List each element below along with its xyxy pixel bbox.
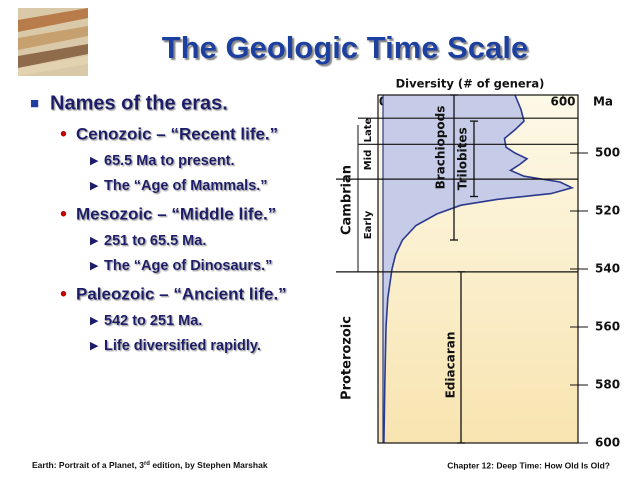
sub-text: Life diversified rapidly. xyxy=(104,338,261,354)
y-tick-label: 600 xyxy=(595,436,620,450)
bullet-text: Names of the eras. xyxy=(50,92,228,114)
y-tick-label: 580 xyxy=(595,378,620,392)
range-label: Trilobites xyxy=(456,127,470,190)
sub-text: The “Age of Dinosaurs.” xyxy=(104,258,272,274)
bullet: • xyxy=(60,123,67,145)
sub-bullet: ▶ xyxy=(90,180,99,192)
sub-text: 542 to 251 Ma. xyxy=(104,313,202,329)
bullet: • xyxy=(60,203,67,225)
period-label: Cambrian xyxy=(340,165,355,235)
slide-title: The Geologic Time Scale xyxy=(162,30,528,65)
era-text: Cenozoic – “Recent life.” xyxy=(76,124,278,143)
y-tick-label: 520 xyxy=(595,204,620,218)
footer-text: edition, by Stephen Marshak xyxy=(150,460,268,470)
era-text: Paleozoic – “Ancient life.” xyxy=(76,284,287,303)
range-label: Brachiopods xyxy=(434,106,448,190)
sub-bullet: ▶ xyxy=(90,155,99,167)
sub-bullet: ▶ xyxy=(90,260,99,272)
axis-label: Ma xyxy=(593,95,613,109)
sub-text: The “Age of Mammals.” xyxy=(104,178,268,194)
sub-bullet: ▶ xyxy=(90,340,99,352)
sub-text: 251 to 65.5 Ma. xyxy=(104,233,206,249)
era-text: Mesozoic – “Middle life.” xyxy=(76,204,276,223)
footer-sup: rd xyxy=(144,461,150,467)
diversity-area xyxy=(383,95,572,443)
footer-left: Earth: Portrait of a Planet, 3rd edition… xyxy=(32,460,268,470)
period-label: Late xyxy=(363,117,374,142)
bullet: • xyxy=(60,283,67,305)
axis-title: Diversity (# of genera) xyxy=(396,77,545,91)
plot-frame xyxy=(377,94,579,444)
footer-text: Earth: Portrait of a Planet, 3 xyxy=(32,460,144,470)
sub-bullet: ▶ xyxy=(90,315,99,327)
bullet: ■ xyxy=(30,95,39,112)
y-tick-label: 500 xyxy=(595,146,620,160)
x-tick-label: 600 xyxy=(550,95,575,109)
y-tick-label: 560 xyxy=(595,320,620,334)
sub-text: 65.5 Ma to present. xyxy=(104,153,235,169)
range-label: Ediacaran xyxy=(444,332,458,399)
period-label: Mid xyxy=(363,150,374,171)
y-tick-label: 540 xyxy=(595,262,620,276)
period-label: Proterozoic xyxy=(340,316,355,400)
figure: Diversity (# of genera)Ma020040060050052… xyxy=(336,77,620,450)
diversity-line xyxy=(383,94,575,444)
logo-icon xyxy=(18,8,88,76)
sub-bullet: ▶ xyxy=(90,235,99,247)
period-label: Early xyxy=(363,210,374,239)
footer-right: Chapter 12: Deep Time: How Old Is Old? xyxy=(447,460,610,470)
